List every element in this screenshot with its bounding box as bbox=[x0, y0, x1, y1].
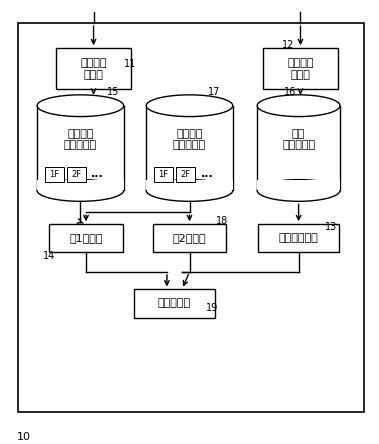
Text: 日程
信息存储部: 日程 信息存储部 bbox=[282, 129, 315, 151]
Text: 贡献度决定部: 贡献度决定部 bbox=[279, 233, 318, 243]
Text: 19: 19 bbox=[207, 303, 219, 313]
Text: 日程信息
取得部: 日程信息 取得部 bbox=[287, 58, 314, 79]
Text: 2F: 2F bbox=[180, 170, 190, 179]
Text: 1F: 1F bbox=[158, 170, 169, 179]
Text: 10: 10 bbox=[16, 432, 30, 442]
Text: 变动模型
信息存储部: 变动模型 信息存储部 bbox=[173, 129, 206, 151]
Bar bbox=[257, 106, 340, 190]
Text: 12: 12 bbox=[282, 40, 294, 50]
Bar bbox=[257, 179, 340, 190]
Bar bbox=[258, 224, 339, 252]
Bar bbox=[175, 167, 195, 182]
Ellipse shape bbox=[37, 95, 124, 117]
Bar bbox=[67, 167, 86, 182]
Bar bbox=[134, 289, 215, 317]
Text: 1F: 1F bbox=[49, 170, 60, 179]
Bar bbox=[18, 23, 365, 412]
Text: 第1预测部: 第1预测部 bbox=[69, 233, 103, 243]
Text: 16: 16 bbox=[283, 87, 296, 97]
Text: ...: ... bbox=[200, 169, 213, 179]
Text: 所在人数
信息存储部: 所在人数 信息存储部 bbox=[64, 129, 97, 151]
Bar bbox=[146, 179, 233, 190]
Text: 14: 14 bbox=[43, 251, 55, 261]
Ellipse shape bbox=[146, 95, 233, 117]
Bar bbox=[154, 167, 173, 182]
Bar bbox=[146, 106, 233, 190]
Ellipse shape bbox=[37, 179, 124, 201]
Bar bbox=[49, 224, 123, 252]
Text: 15: 15 bbox=[107, 87, 119, 97]
Text: 18: 18 bbox=[216, 216, 228, 226]
Bar bbox=[37, 106, 124, 190]
Bar bbox=[45, 167, 64, 182]
Text: 第2预测部: 第2预测部 bbox=[173, 233, 206, 243]
Ellipse shape bbox=[257, 179, 340, 201]
Text: 所在人数
取得部: 所在人数 取得部 bbox=[80, 58, 107, 79]
Text: 2F: 2F bbox=[71, 170, 81, 179]
Bar bbox=[263, 48, 338, 89]
Bar bbox=[153, 224, 226, 252]
Text: 整合预测部: 整合预测部 bbox=[158, 298, 191, 309]
Bar bbox=[56, 48, 131, 89]
Text: 13: 13 bbox=[325, 222, 337, 232]
Ellipse shape bbox=[257, 95, 340, 117]
Bar bbox=[37, 179, 124, 190]
Text: 17: 17 bbox=[208, 87, 221, 97]
Text: ...: ... bbox=[91, 169, 104, 179]
Text: 11: 11 bbox=[124, 59, 136, 69]
Ellipse shape bbox=[146, 179, 233, 201]
